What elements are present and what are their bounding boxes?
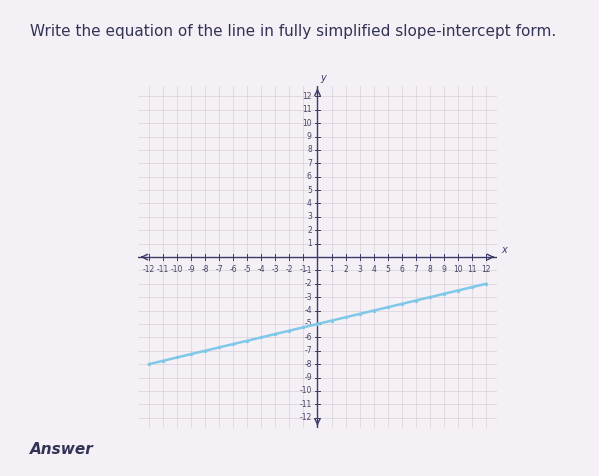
Text: -7: -7 bbox=[304, 346, 312, 355]
Text: -10: -10 bbox=[171, 265, 183, 274]
Text: -6: -6 bbox=[304, 333, 312, 342]
Text: Write the equation of the line in fully simplified slope-intercept form.: Write the equation of the line in fully … bbox=[30, 24, 556, 39]
Text: -10: -10 bbox=[300, 387, 312, 396]
Text: 9: 9 bbox=[441, 265, 446, 274]
Text: 4: 4 bbox=[371, 265, 376, 274]
Text: 11: 11 bbox=[467, 265, 477, 274]
Text: -8: -8 bbox=[304, 360, 312, 368]
Text: x: x bbox=[501, 245, 507, 255]
Text: -8: -8 bbox=[201, 265, 209, 274]
Text: 4: 4 bbox=[307, 199, 312, 208]
Text: 10: 10 bbox=[453, 265, 462, 274]
Text: 3: 3 bbox=[307, 212, 312, 221]
Text: 12: 12 bbox=[481, 265, 491, 274]
Text: 1: 1 bbox=[329, 265, 334, 274]
Text: -4: -4 bbox=[304, 306, 312, 315]
Text: 10: 10 bbox=[302, 119, 312, 128]
Text: -11: -11 bbox=[157, 265, 169, 274]
Text: -12: -12 bbox=[300, 413, 312, 422]
Text: -5: -5 bbox=[243, 265, 251, 274]
Text: 8: 8 bbox=[307, 146, 312, 154]
Text: 2: 2 bbox=[307, 226, 312, 235]
Text: -1: -1 bbox=[300, 265, 307, 274]
Text: -5: -5 bbox=[304, 319, 312, 328]
Text: 1: 1 bbox=[307, 239, 312, 248]
Text: -1: -1 bbox=[304, 266, 312, 275]
Text: 2: 2 bbox=[343, 265, 348, 274]
Text: Answer: Answer bbox=[30, 442, 93, 457]
Text: 8: 8 bbox=[428, 265, 432, 274]
Text: 6: 6 bbox=[400, 265, 404, 274]
Text: 5: 5 bbox=[307, 186, 312, 195]
Text: -6: -6 bbox=[229, 265, 237, 274]
Text: -3: -3 bbox=[271, 265, 279, 274]
Text: -9: -9 bbox=[187, 265, 195, 274]
Text: -4: -4 bbox=[258, 265, 265, 274]
Text: 3: 3 bbox=[357, 265, 362, 274]
Text: -7: -7 bbox=[216, 265, 223, 274]
Text: 9: 9 bbox=[307, 132, 312, 141]
Text: 7: 7 bbox=[413, 265, 418, 274]
Text: -3: -3 bbox=[304, 293, 312, 302]
Text: y: y bbox=[320, 73, 326, 83]
Text: -2: -2 bbox=[304, 279, 312, 288]
Text: -9: -9 bbox=[304, 373, 312, 382]
Text: -11: -11 bbox=[300, 400, 312, 409]
Text: -12: -12 bbox=[143, 265, 155, 274]
Text: 5: 5 bbox=[385, 265, 390, 274]
Text: 11: 11 bbox=[302, 105, 312, 114]
Text: 12: 12 bbox=[302, 92, 312, 101]
Text: -2: -2 bbox=[286, 265, 293, 274]
Text: 6: 6 bbox=[307, 172, 312, 181]
Text: 7: 7 bbox=[307, 159, 312, 168]
